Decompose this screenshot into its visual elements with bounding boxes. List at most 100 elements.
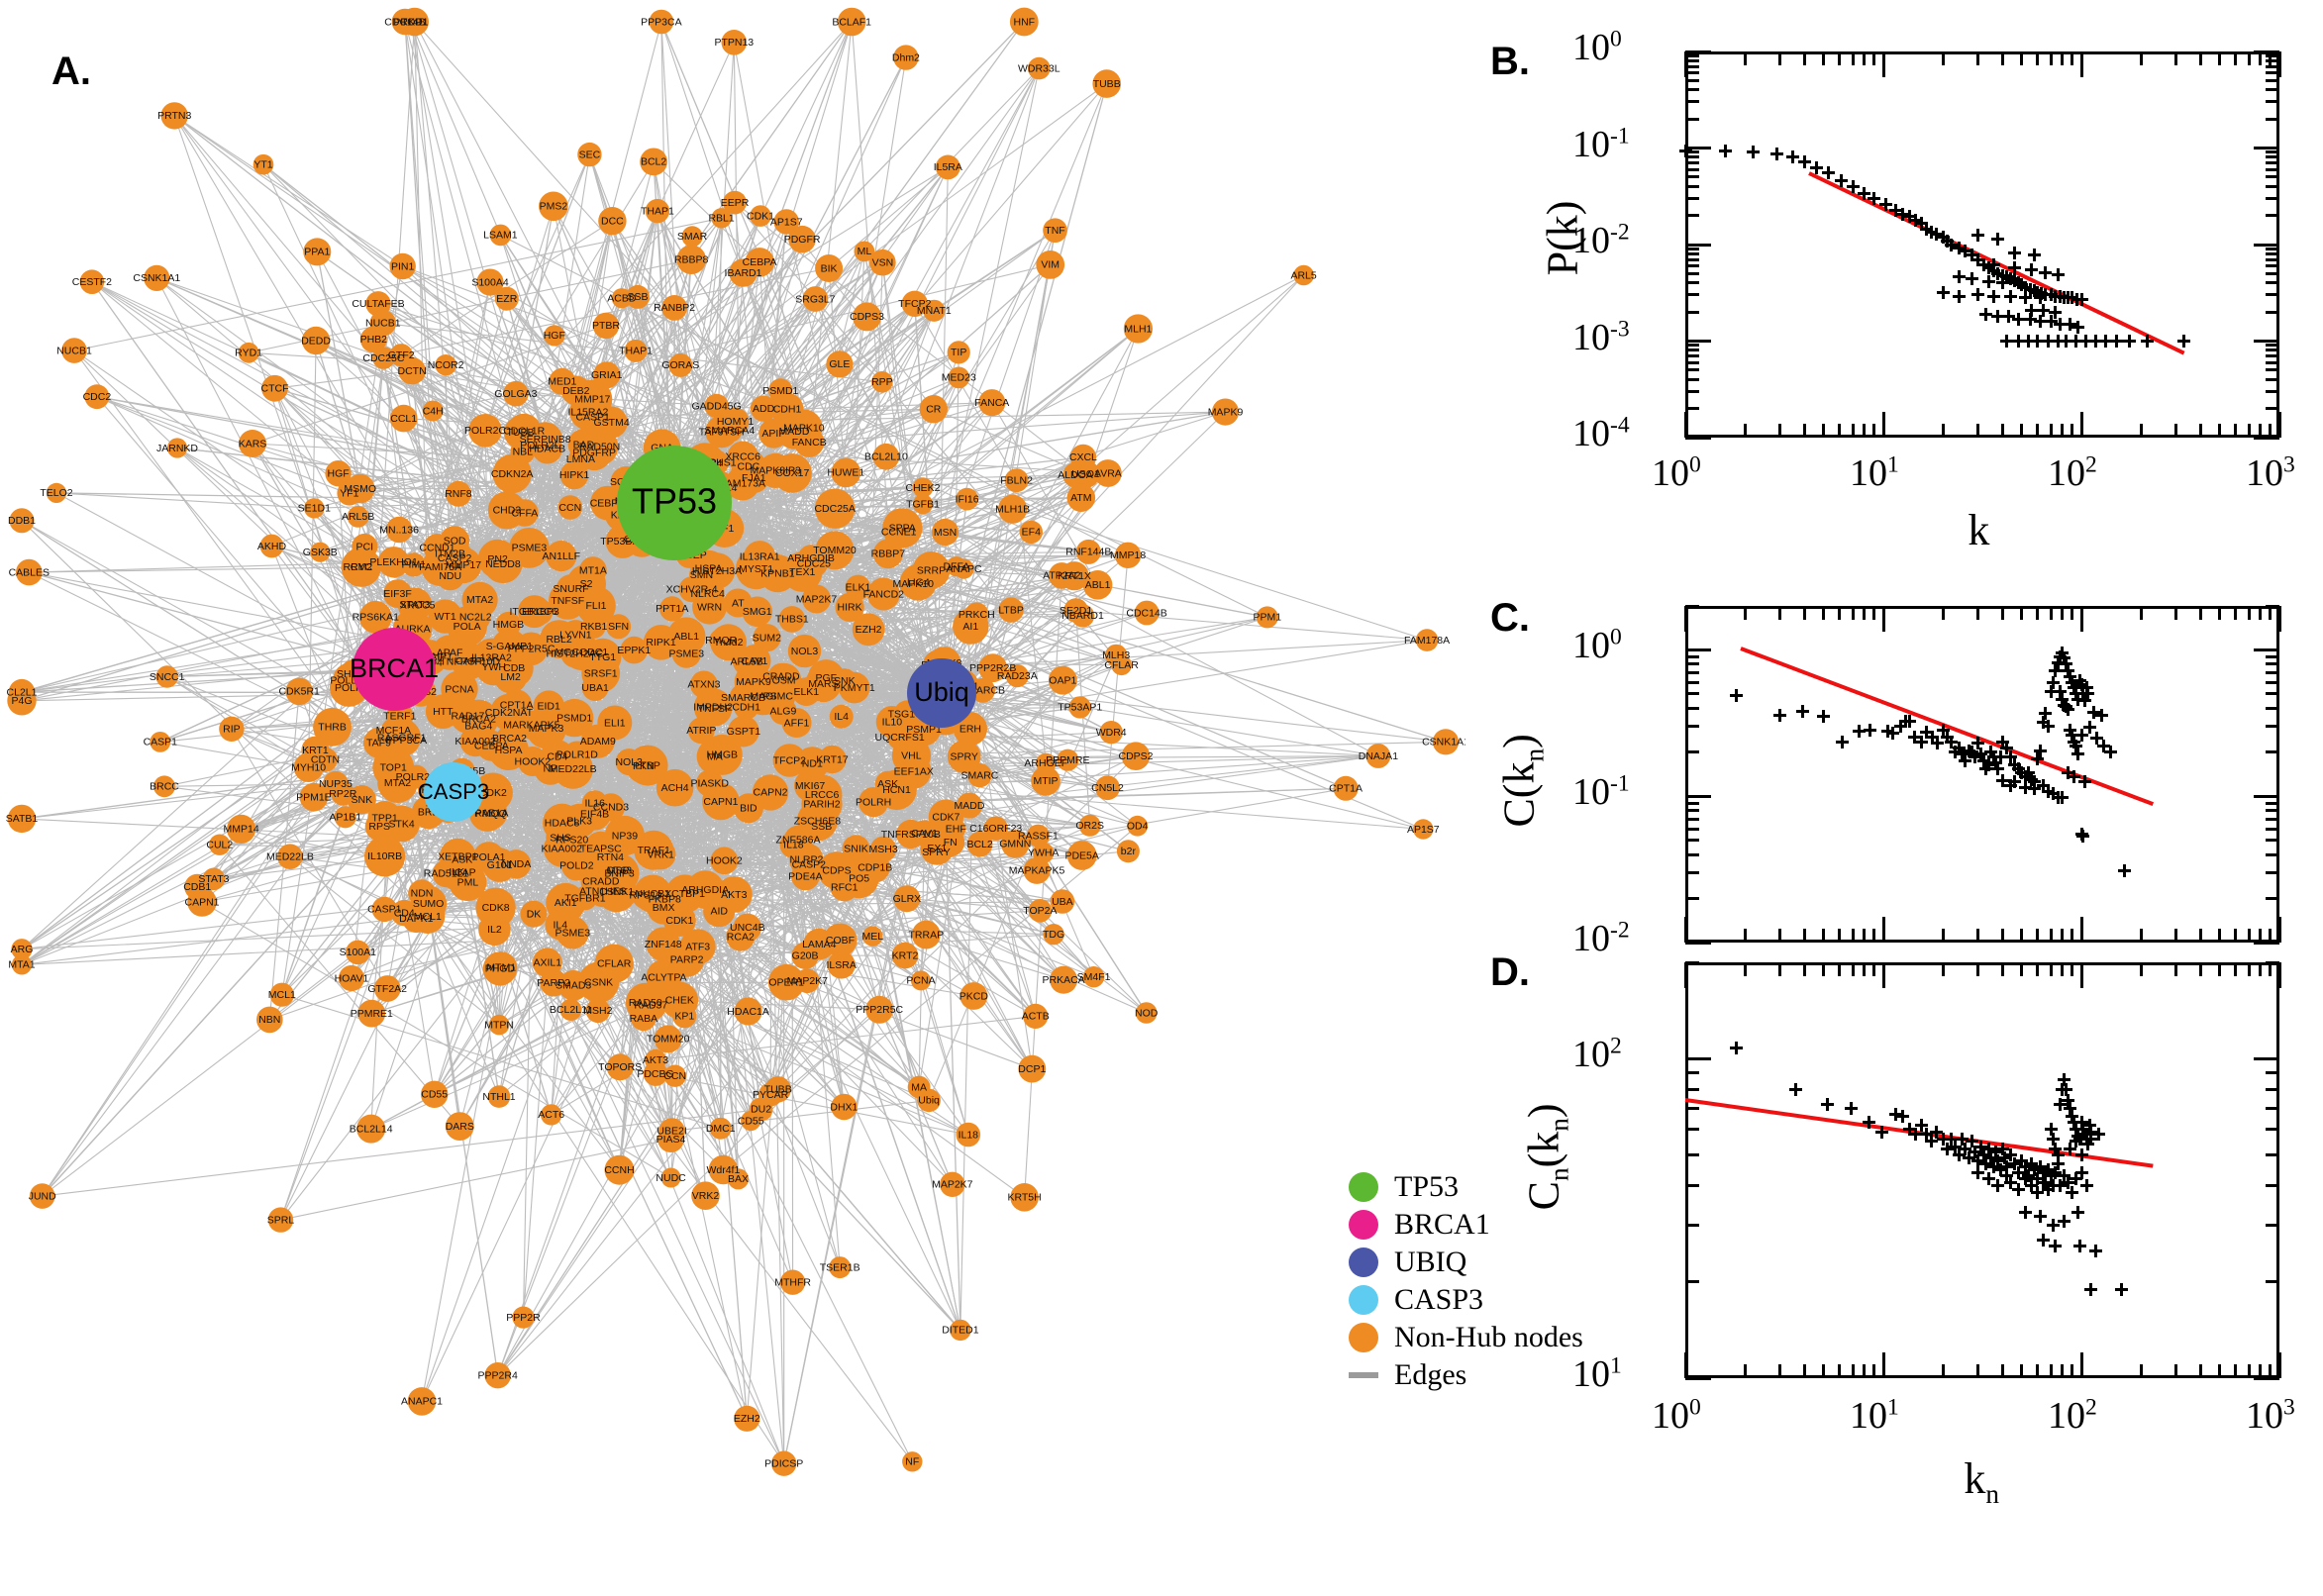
network-node[interactable] bbox=[239, 430, 266, 457]
network-node[interactable] bbox=[1082, 966, 1105, 988]
network-node[interactable] bbox=[269, 982, 294, 1007]
hub-node-tp53[interactable] bbox=[617, 446, 732, 560]
network-node[interactable] bbox=[940, 1171, 965, 1198]
network-node[interactable] bbox=[1134, 600, 1160, 626]
network-node[interactable] bbox=[620, 636, 649, 664]
network-node[interactable] bbox=[494, 286, 519, 311]
network-node[interactable] bbox=[526, 598, 554, 626]
network-node[interactable] bbox=[750, 395, 777, 422]
network-node[interactable] bbox=[704, 393, 729, 419]
network-node[interactable] bbox=[596, 793, 626, 822]
network-node[interactable] bbox=[656, 768, 694, 807]
network-node[interactable] bbox=[347, 506, 369, 528]
network-node[interactable] bbox=[539, 191, 568, 222]
network-node[interactable] bbox=[1075, 539, 1101, 564]
network-node[interactable] bbox=[803, 928, 836, 960]
network-node[interactable] bbox=[487, 1085, 511, 1108]
network-node[interactable] bbox=[854, 241, 875, 262]
network-node[interactable] bbox=[772, 744, 807, 777]
network-node[interactable] bbox=[313, 747, 338, 772]
network-node[interactable] bbox=[1066, 841, 1097, 870]
network-node[interactable] bbox=[445, 1112, 474, 1141]
network-node[interactable] bbox=[911, 970, 931, 991]
network-node[interactable] bbox=[209, 834, 231, 855]
network-node[interactable] bbox=[1057, 748, 1079, 771]
network-node[interactable] bbox=[1026, 824, 1050, 848]
network-node[interactable] bbox=[842, 835, 870, 863]
network-node[interactable] bbox=[1094, 459, 1122, 487]
network-node[interactable] bbox=[358, 600, 392, 634]
network-node[interactable] bbox=[261, 374, 288, 402]
network-node[interactable] bbox=[11, 954, 33, 975]
network-node[interactable] bbox=[764, 1076, 791, 1103]
network-node[interactable] bbox=[872, 539, 903, 569]
network-node[interactable] bbox=[978, 653, 1008, 683]
network-node[interactable] bbox=[896, 819, 926, 849]
network-node[interactable] bbox=[865, 995, 894, 1024]
network-node[interactable] bbox=[835, 592, 864, 623]
network-node[interactable] bbox=[661, 295, 687, 321]
network-node[interactable] bbox=[1010, 1183, 1039, 1212]
network-node[interactable] bbox=[1127, 815, 1149, 837]
network-node[interactable] bbox=[676, 245, 706, 274]
network-node[interactable] bbox=[11, 939, 33, 960]
network-node[interactable] bbox=[691, 1181, 720, 1210]
network-node[interactable] bbox=[723, 190, 747, 215]
network-node[interactable] bbox=[310, 542, 331, 562]
network-node[interactable] bbox=[556, 698, 594, 738]
network-node[interactable] bbox=[1123, 314, 1153, 344]
network-node[interactable] bbox=[1121, 742, 1151, 770]
network-node[interactable] bbox=[346, 940, 370, 965]
network-node[interactable] bbox=[557, 495, 583, 520]
network-node[interactable] bbox=[709, 1117, 732, 1140]
network-node[interactable] bbox=[643, 625, 679, 660]
network-node[interactable] bbox=[202, 867, 226, 891]
network-node[interactable] bbox=[559, 460, 589, 490]
network-node[interactable] bbox=[476, 268, 504, 296]
network-node[interactable] bbox=[219, 716, 245, 742]
network-node[interactable] bbox=[503, 380, 529, 407]
network-node[interactable] bbox=[827, 950, 856, 979]
network-node[interactable] bbox=[696, 738, 734, 775]
network-node[interactable] bbox=[891, 942, 919, 969]
network-node[interactable] bbox=[626, 284, 650, 309]
network-node[interactable] bbox=[532, 948, 562, 978]
network-node[interactable] bbox=[1293, 264, 1314, 286]
network-node[interactable] bbox=[1114, 542, 1142, 568]
network-node[interactable] bbox=[1365, 744, 1391, 768]
network-node[interactable] bbox=[7, 804, 37, 834]
network-node[interactable] bbox=[325, 460, 352, 487]
network-node[interactable] bbox=[627, 745, 668, 786]
network-node[interactable] bbox=[29, 1183, 55, 1209]
network-node[interactable] bbox=[496, 725, 523, 752]
network-node[interactable] bbox=[750, 205, 771, 227]
network-node[interactable] bbox=[155, 665, 178, 688]
network-node[interactable] bbox=[685, 870, 725, 909]
network-node[interactable] bbox=[581, 614, 606, 639]
network-node[interactable] bbox=[1095, 775, 1120, 801]
network-node[interactable] bbox=[871, 371, 893, 393]
network-node[interactable] bbox=[829, 704, 854, 729]
network-node[interactable] bbox=[899, 569, 928, 598]
network-node[interactable] bbox=[1009, 7, 1039, 37]
network-node[interactable] bbox=[546, 541, 577, 572]
network-node[interactable] bbox=[606, 1053, 634, 1081]
network-node[interactable] bbox=[492, 453, 532, 494]
network-node[interactable] bbox=[541, 1104, 562, 1126]
network-node[interactable] bbox=[853, 302, 881, 332]
network-node[interactable] bbox=[259, 534, 284, 558]
network-node[interactable] bbox=[875, 706, 909, 739]
network-node[interactable] bbox=[663, 1064, 686, 1087]
network-node[interactable] bbox=[345, 473, 375, 504]
network-node[interactable] bbox=[611, 288, 633, 309]
network-node[interactable] bbox=[640, 148, 667, 176]
network-node[interactable] bbox=[773, 209, 799, 235]
network-node[interactable] bbox=[357, 999, 386, 1028]
network-node[interactable] bbox=[84, 384, 110, 410]
network-node[interactable] bbox=[604, 815, 646, 856]
network-node[interactable] bbox=[956, 1122, 981, 1147]
network-node[interactable] bbox=[733, 793, 763, 824]
network-node[interactable] bbox=[1048, 665, 1077, 695]
network-node[interactable] bbox=[1049, 562, 1075, 589]
network-node[interactable] bbox=[520, 900, 548, 928]
